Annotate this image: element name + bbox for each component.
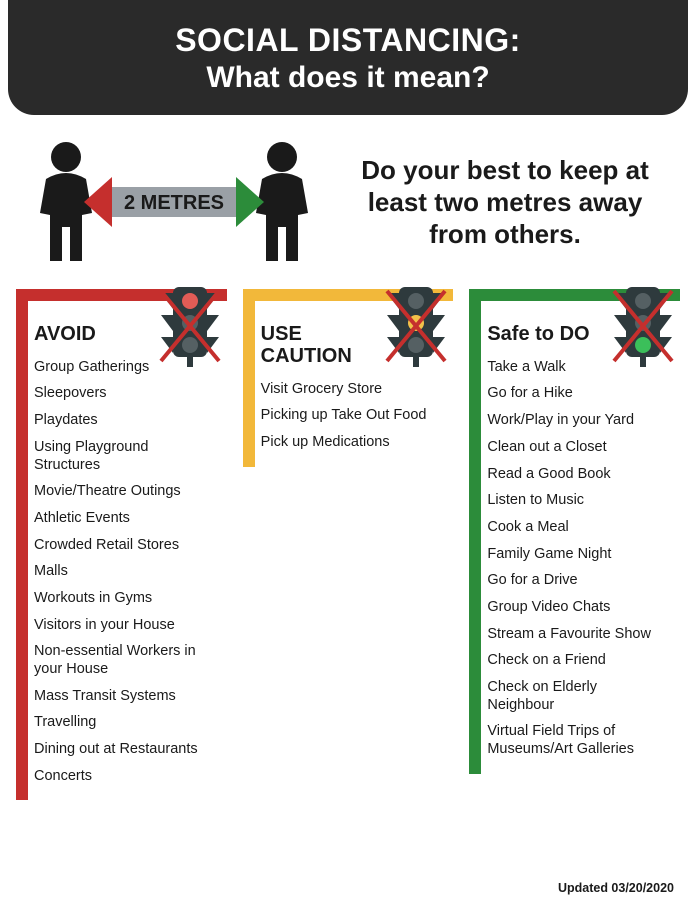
traffic-light-green-icon: [608, 283, 678, 369]
list-item: Playdates: [34, 412, 217, 430]
traffic-light-yellow-icon: [381, 283, 451, 369]
traffic-light-red-icon: [155, 283, 225, 369]
column-safe: Safe to DO Take a WalkGo for a HikeWork/…: [469, 289, 680, 774]
distance-arrow-left: [84, 177, 112, 227]
list-item: Travelling: [34, 714, 217, 732]
list-item: Work/Play in your Yard: [487, 412, 670, 430]
list-item: Go for a Drive: [487, 572, 670, 590]
list-item: Concerts: [34, 768, 217, 786]
list-item: Picking up Take Out Food: [261, 407, 444, 425]
list-item: Visitors in your House: [34, 617, 217, 635]
list-item: Sleepovers: [34, 385, 217, 403]
list-item: Virtual Field Trips of Museums/Art Galle…: [487, 723, 670, 758]
distance-arrow-right: [236, 177, 264, 227]
person-right-icon: [256, 142, 308, 261]
list-item: Pick up Medications: [261, 434, 444, 452]
updated-date: Updated 03/20/2020: [558, 881, 674, 895]
list-item: Malls: [34, 563, 217, 581]
caution-list: Visit Grocery Store Picking up Take Out F…: [261, 381, 444, 452]
list-item: Visit Grocery Store: [261, 381, 444, 399]
list-item: Stream a Favourite Show: [487, 626, 670, 644]
list-item: Listen to Music: [487, 492, 670, 510]
header-banner: SOCIAL DISTANCING: What does it mean?: [8, 0, 688, 115]
list-item: Cook a Meal: [487, 519, 670, 537]
safe-list: Take a WalkGo for a HikeWork/Play in you…: [487, 359, 670, 759]
list-item: Non-essential Workers in your House: [34, 643, 217, 678]
list-item: Athletic Events: [34, 510, 217, 528]
list-item: Movie/Theatre Outings: [34, 483, 217, 501]
person-left-icon: [40, 142, 92, 261]
columns-container: AVOID Group GatheringsSleepoversPlaydate…: [0, 281, 696, 801]
list-item: Group Video Chats: [487, 599, 670, 617]
list-item: Mass Transit Systems: [34, 688, 217, 706]
column-avoid: AVOID Group GatheringsSleepoversPlaydate…: [16, 289, 227, 801]
list-item: Crowded Retail Stores: [34, 537, 217, 555]
header-title-line2: What does it mean?: [28, 61, 668, 95]
list-item: Family Game Night: [487, 546, 670, 564]
column-caution: USE CAUTION Visit Grocery StorePicking u…: [243, 289, 454, 467]
header-title-line1: SOCIAL DISTANCING:: [28, 22, 668, 59]
list-item: Workouts in Gyms: [34, 590, 217, 608]
list-item: Read a Good Book: [487, 466, 670, 484]
list-item: Check on a Friend: [487, 652, 670, 670]
list-item: Dining out at Restaurants: [34, 741, 217, 759]
list-item: Clean out a Closet: [487, 439, 670, 457]
distance-label: 2 METRES: [124, 192, 224, 214]
list-item: Go for a Hike: [487, 385, 670, 403]
avoid-list: Group GatheringsSleepoversPlaydatesUsing…: [34, 359, 217, 786]
list-item: Using Playground Structures: [34, 439, 217, 474]
hero-subtitle: Do your best to keep at least two metres…: [342, 155, 668, 250]
hero-section: 2 METRES Do your best to keep at least t…: [0, 115, 696, 281]
distance-graphic: 2 METRES: [24, 133, 324, 273]
list-item: Check on Elderly Neighbour: [487, 679, 670, 714]
